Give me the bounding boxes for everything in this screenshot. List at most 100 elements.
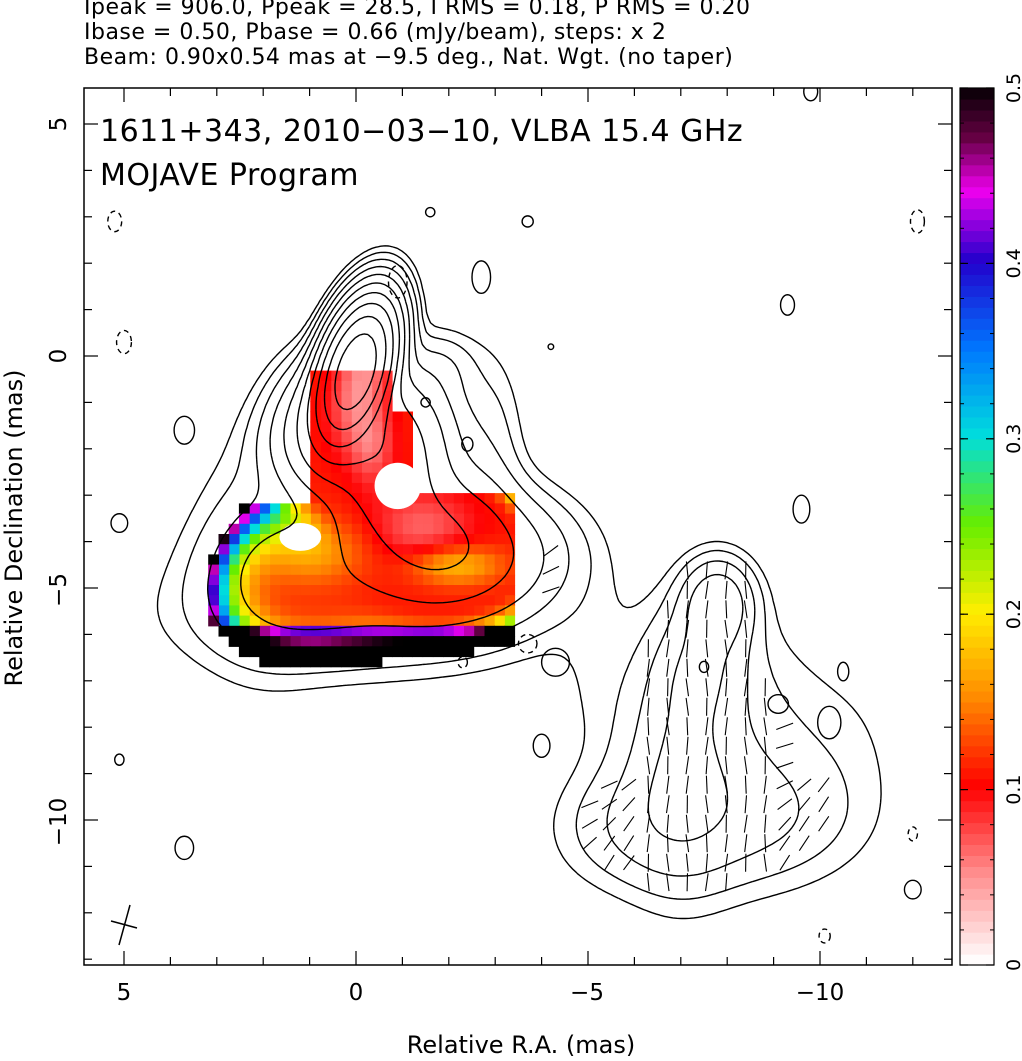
fracpol-pixel	[443, 646, 454, 658]
colorbar-swatch	[960, 526, 994, 539]
evpa-tick	[685, 814, 689, 833]
fracpol-pixel	[228, 615, 240, 627]
fracpol-pixel	[289, 625, 301, 637]
fracpol-pixel	[269, 554, 281, 566]
fracpol-pixel	[249, 625, 260, 637]
fracpol-pixel	[330, 534, 342, 545]
fracpol-pixel	[361, 442, 373, 453]
fracpol-pixel	[320, 421, 332, 433]
fracpol-pixel	[402, 534, 413, 545]
noise-contour	[173, 415, 196, 445]
evpa-tick	[724, 834, 728, 853]
fracpol-pixel	[443, 625, 454, 637]
fracpol-pixel	[310, 615, 322, 627]
fracpol-pixel	[310, 411, 322, 423]
noise-contour	[903, 879, 922, 900]
fracpol-pixel	[279, 574, 291, 586]
colorbar-swatch	[960, 252, 994, 264]
fracpol-pixel	[494, 544, 505, 555]
fracpol-pixel	[453, 605, 464, 617]
evpa-tick	[685, 834, 690, 853]
fracpol-pixel	[269, 585, 281, 596]
noise-contour	[521, 215, 534, 228]
negative-contour	[818, 928, 831, 944]
evpa-tick	[818, 796, 830, 813]
intensity-contour	[296, 282, 470, 571]
evpa-tick	[666, 853, 670, 872]
noise-contour	[792, 494, 811, 524]
fracpol-pixel	[361, 452, 373, 464]
fracpol-pixel	[228, 544, 240, 555]
fracpol-pixel	[494, 625, 505, 637]
fracpol-pixel	[310, 462, 322, 474]
fracpol-pixel	[300, 564, 311, 576]
fracpol-pixel	[341, 482, 352, 494]
evpa-tick	[705, 717, 709, 736]
fracpol-pixel	[238, 513, 250, 525]
fracpol-pixel	[218, 595, 230, 606]
fracpol-pixel	[269, 595, 281, 606]
fracpol-pixel	[381, 503, 393, 515]
fracpol-pixel	[249, 595, 260, 606]
evpa-tick	[705, 639, 709, 658]
fracpol-pixel	[351, 421, 362, 433]
fracpol-pixel	[412, 513, 424, 525]
fracpol-pixel	[402, 411, 413, 423]
fracpol-pixel	[361, 523, 373, 535]
colorbar-swatch	[960, 844, 994, 856]
evpa-tick	[646, 814, 651, 833]
colorbar-swatch	[960, 449, 994, 462]
fracpol-pixel	[330, 380, 342, 392]
evpa-tick	[542, 565, 560, 575]
evpa-tick	[705, 795, 709, 814]
fracpol-pixel	[432, 534, 444, 545]
fracpol-pixel	[402, 564, 413, 576]
fracpol-pixel	[463, 523, 475, 535]
colorbar	[960, 88, 994, 966]
evpa-tick	[779, 835, 791, 851]
fracpol-pixel	[392, 605, 403, 617]
fracpol-pixel	[320, 646, 332, 658]
evpa-tick	[763, 717, 768, 736]
evpa-tick	[777, 798, 793, 811]
fracpol-pixel	[330, 625, 342, 637]
fracpol-pixel	[310, 656, 322, 668]
fracpol-pixel	[320, 431, 332, 443]
x-axis-label: Relative R.A. (mas)	[407, 1031, 635, 1059]
fracpol-pixel	[341, 554, 352, 566]
fracpol-pixel	[269, 544, 281, 555]
evpa-tick	[724, 853, 729, 872]
fracpol-pixel	[371, 493, 383, 504]
colorbar-swatch	[960, 932, 994, 944]
fracpol-pixel	[412, 595, 424, 606]
evpa-tick	[818, 815, 830, 832]
fracpol-pixel	[483, 493, 495, 504]
negative-contour	[115, 329, 133, 355]
evpa-tick	[797, 778, 812, 792]
fracpol-pixel	[341, 380, 352, 392]
evpa-tick	[581, 800, 599, 809]
fracpol-pixel	[494, 534, 505, 545]
fracpol-pixel	[483, 625, 495, 637]
fracpol-pixel	[361, 595, 373, 606]
evpa-tick	[776, 780, 794, 790]
fracpol-pixel	[259, 574, 271, 586]
fracpol-pixel	[402, 513, 413, 525]
negative-contour	[107, 210, 123, 233]
evpa-tick	[665, 717, 670, 736]
fracpol-pixel	[392, 421, 403, 433]
fracpol-pixel	[453, 636, 464, 647]
fracpol-pixel	[330, 554, 342, 566]
fracpol-pixel	[320, 595, 332, 606]
colorbar-swatch	[960, 811, 994, 824]
fracpol-pixel	[218, 615, 230, 627]
fracpol-pixel	[494, 523, 505, 535]
fracpol-pixel	[371, 442, 383, 453]
fracpol-pixel	[238, 636, 250, 647]
fracpol-pixel	[361, 574, 373, 586]
fracpol-pixel	[412, 503, 424, 515]
evpa-tick	[704, 580, 709, 599]
fracpol-pixel	[422, 544, 434, 555]
fracpol-pixel	[351, 452, 362, 464]
fracpol-pixel	[238, 503, 250, 515]
